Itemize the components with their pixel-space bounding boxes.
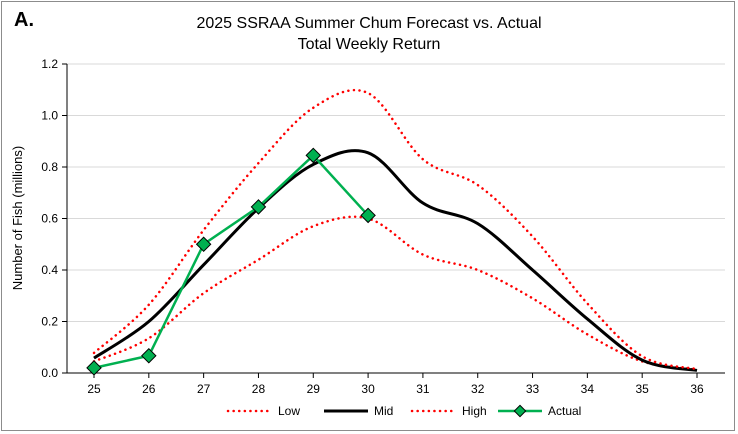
x-tick-label: 35 xyxy=(636,382,650,396)
chart-title: 2025 SSRAA Summer Chum Forecast vs. Actu… xyxy=(196,15,541,32)
series-actual-marker xyxy=(141,347,157,364)
series-actual-marker xyxy=(360,207,376,224)
chart-subtitle: Total Weekly Return xyxy=(298,36,441,53)
y-axis-label: Number of Fish (millions) xyxy=(10,146,25,290)
legend-marker-actual xyxy=(513,404,527,418)
x-tick-label: 30 xyxy=(361,382,375,396)
series-mid-line xyxy=(93,149,698,372)
x-tick-label: 29 xyxy=(307,382,321,396)
x-tick-label: 25 xyxy=(87,382,101,396)
legend-label-mid: Mid xyxy=(374,404,393,418)
series-actual-marker xyxy=(195,236,212,253)
series-actual-line xyxy=(93,153,370,370)
legend-label-actual: Actual xyxy=(548,404,581,418)
series-low-line xyxy=(92,215,699,371)
x-tick-label: 31 xyxy=(416,382,430,396)
series-actual-marker xyxy=(250,199,267,215)
series-high-line xyxy=(92,88,699,371)
y-tick-label: 1.0 xyxy=(41,109,58,123)
y-tick-label: 0.0 xyxy=(41,366,58,380)
y-tick-label: 0.4 xyxy=(41,263,58,277)
x-tick-label: 34 xyxy=(581,382,595,396)
y-tick-label: 0.8 xyxy=(41,160,58,174)
x-tick-label: 27 xyxy=(197,382,211,396)
x-tick-label: 32 xyxy=(471,382,485,396)
legend-label-high: High xyxy=(462,404,487,418)
legend-label-low: Low xyxy=(278,404,300,418)
series-actual-marker xyxy=(305,147,322,164)
x-tick-label: 36 xyxy=(690,382,704,396)
x-tick-label: 28 xyxy=(252,382,266,396)
y-tick-label: 0.6 xyxy=(41,212,58,226)
y-tick-label: 0.2 xyxy=(41,315,58,329)
y-tick-label: 1.2 xyxy=(41,57,58,71)
x-tick-label: 26 xyxy=(142,382,156,396)
panel-label: A. xyxy=(14,9,34,31)
series-actual-marker xyxy=(86,360,102,376)
x-tick-label: 33 xyxy=(526,382,540,396)
